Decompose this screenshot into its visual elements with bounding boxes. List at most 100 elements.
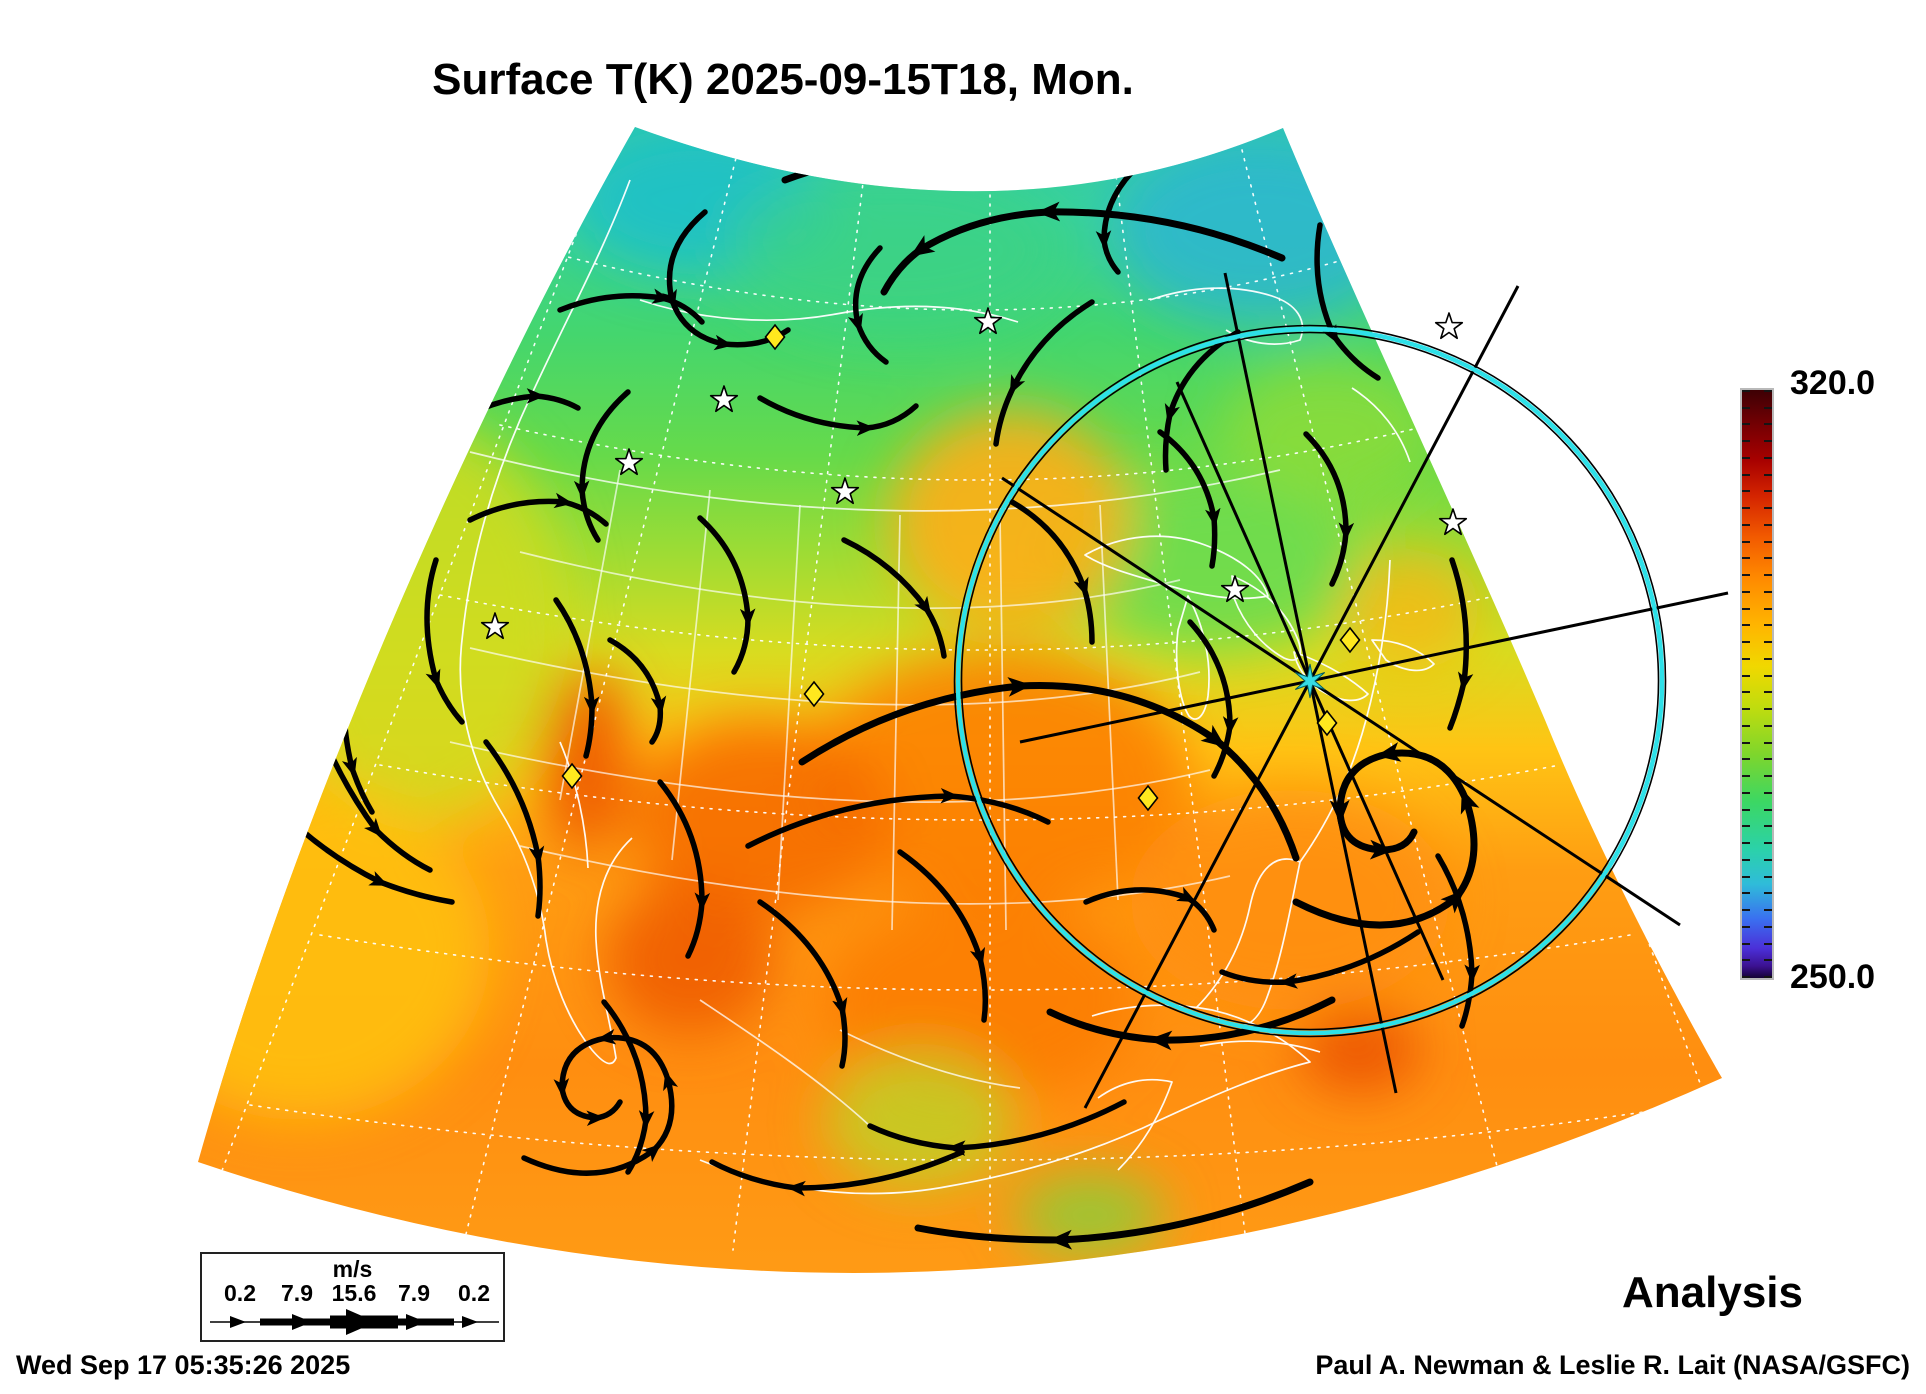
site-diamond-marker (803, 680, 825, 708)
colorbar-tick (1742, 608, 1750, 610)
colorbar-tick (1742, 574, 1750, 576)
wind-speed-value: 0.2 (458, 1280, 490, 1306)
colorbar-tick (1742, 725, 1750, 727)
colorbar-tick (1742, 943, 1750, 945)
radial-line (1001, 476, 1681, 927)
colorbar-tick (1764, 708, 1772, 710)
colorbar-tick (1764, 490, 1772, 492)
colorbar-tick (1742, 792, 1750, 794)
map-markers (480, 307, 1468, 812)
city-star-marker (1220, 575, 1250, 603)
colorbar-tick (1764, 758, 1772, 760)
colorbar-tick (1742, 892, 1750, 894)
colorbar-tick (1742, 708, 1750, 710)
wind-speed-value: 7.9 (398, 1280, 430, 1306)
colorbar-tick (1764, 842, 1772, 844)
credit-text: Paul A. Newman & Leslie R. Lait (NASA/GS… (1315, 1350, 1910, 1380)
colorbar-tick (1742, 959, 1750, 961)
city-star-marker (1434, 312, 1464, 340)
page-title: Surface T(K) 2025-09-15T18, Mon. (432, 55, 1134, 104)
radial-line (1083, 285, 1520, 1109)
site-diamond-marker (1316, 709, 1338, 737)
wind-speed-value: 15.6 (331, 1280, 377, 1306)
colorbar-tick (1764, 524, 1772, 526)
colorbar-tick (1764, 541, 1772, 543)
city-star-marker (614, 448, 644, 476)
colorbar-tick (1742, 407, 1750, 409)
colorbar-tick (1742, 675, 1750, 677)
colorbar-tick (1742, 859, 1750, 861)
colorbar-tick (1764, 926, 1772, 928)
colorbar-tick (1742, 457, 1750, 459)
site-diamond-marker (1339, 626, 1361, 654)
wind-legend-unit-label: m/s (332, 1256, 373, 1282)
colorbar-tick (1764, 457, 1772, 459)
colorbar-tick (1764, 859, 1772, 861)
generated-timestamp: Wed Sep 17 05:35:26 2025 (16, 1350, 351, 1380)
colorbar-tick (1742, 909, 1750, 911)
colorbar-tick (1742, 976, 1750, 978)
colorbar-tick (1742, 758, 1750, 760)
wind-speed-value: 7.9 (281, 1280, 313, 1306)
range-circle (955, 326, 1665, 1036)
colorbar-tick (1742, 541, 1750, 543)
colorbar-tick (1764, 390, 1772, 392)
colorbar-tick (1764, 825, 1772, 827)
colorbar-tick (1742, 775, 1750, 777)
colorbar-tick (1742, 809, 1750, 811)
colorbar-tick (1764, 691, 1772, 693)
site-diamond-marker (764, 323, 786, 351)
colorbar-tick (1742, 474, 1750, 476)
colorbar-tick (1742, 507, 1750, 509)
colorbar-min-label: 250.0 (1790, 958, 1876, 996)
colorbar-tick (1742, 624, 1750, 626)
radial-line (1019, 591, 1729, 744)
colorbar-tick (1742, 876, 1750, 878)
colorbar-tick (1764, 591, 1772, 593)
colorbar-tick (1742, 524, 1750, 526)
range-circle-outline (953, 324, 1667, 1038)
city-star-marker (480, 612, 510, 640)
colorbar-tick (1742, 440, 1750, 442)
colorbar-tick (1764, 959, 1772, 961)
city-star-marker (1438, 508, 1468, 536)
analysis-status-label: Analysis (1622, 1268, 1803, 1317)
colorbar-tick (1742, 691, 1750, 693)
colorbar-tick (1764, 876, 1772, 878)
colorbar-tick (1764, 775, 1772, 777)
colorbar-tick (1764, 574, 1772, 576)
colorbar-tick (1764, 725, 1772, 727)
colorbar-tick (1742, 591, 1750, 593)
colorbar-tick (1742, 641, 1750, 643)
city-star-marker (830, 477, 860, 505)
temperature-colorbar (1740, 388, 1774, 980)
colorbar-tick (1764, 909, 1772, 911)
wind-speed-value: 0.2 (224, 1280, 256, 1306)
colorbar-tick (1764, 624, 1772, 626)
colorbar-tick (1742, 926, 1750, 928)
colorbar-tick (1764, 608, 1772, 610)
colorbar-tick (1764, 658, 1772, 660)
colorbar-tick (1764, 809, 1772, 811)
colorbar-tick (1742, 742, 1750, 744)
site-diamond-marker (561, 762, 583, 790)
colorbar-max-label: 320.0 (1790, 364, 1876, 402)
city-star-marker (709, 385, 739, 413)
range-circle-outline (960, 331, 1660, 1031)
colorbar-tick (1742, 490, 1750, 492)
wind-arrow-scale-icon (210, 1309, 499, 1335)
colorbar-tick (1742, 557, 1750, 559)
colorbar-tick (1764, 423, 1772, 425)
site-diamond-marker (1137, 784, 1159, 812)
colorbar-tick (1742, 842, 1750, 844)
city-star-marker (973, 307, 1003, 335)
wind-speed-legend: m/s 0.2 7.9 15.6 7.9 0.2 (200, 1252, 505, 1342)
colorbar-tick (1742, 658, 1750, 660)
center-star-marker (1294, 663, 1326, 699)
colorbar-tick (1764, 557, 1772, 559)
colorbar-tick (1764, 792, 1772, 794)
colorbar-tick (1764, 943, 1772, 945)
colorbar-tick (1764, 742, 1772, 744)
